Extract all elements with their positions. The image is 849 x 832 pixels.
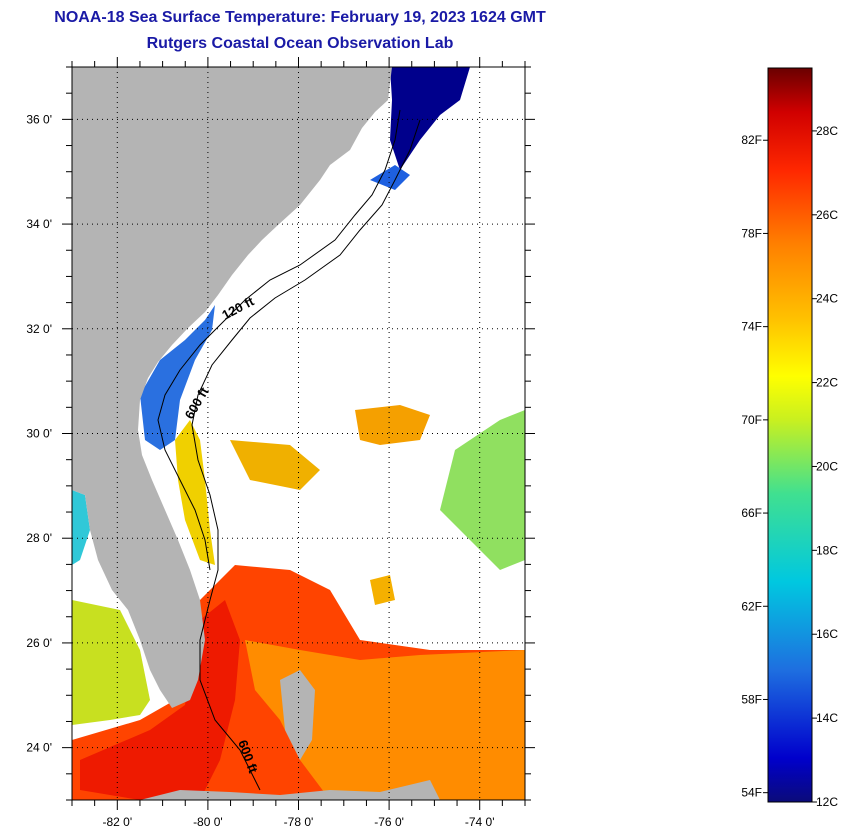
lon-tick-label: -80 0'	[193, 815, 223, 829]
sst-hatteras-cold	[390, 67, 470, 170]
colorbar-f-label: 62F	[741, 599, 762, 613]
colorbar-c-label: 16C	[816, 627, 838, 641]
graticule	[72, 67, 525, 800]
colorbar-f-label: 58F	[741, 692, 762, 706]
lat-tick-label: 34 0'	[26, 217, 52, 231]
colorbar-c-label: 24C	[816, 292, 838, 306]
sst-orange-bahamas	[245, 640, 525, 800]
lat-tick-label: 24 0'	[26, 741, 52, 755]
colorbar-f-label: 70F	[741, 413, 762, 427]
colorbar-labels: 12C 14C 16C 18C 20C 22C 24C 26C 28C 54F 58F 62F 66F 7…	[741, 124, 838, 809]
lat-tick-label: 30 0'	[26, 427, 52, 441]
lon-tick-label: -74 0'	[465, 815, 495, 829]
colorbar-f-label: 74F	[741, 320, 762, 334]
land-us-southeast	[72, 67, 392, 708]
colorbar-c-label: 18C	[816, 543, 838, 557]
sst-gulf	[72, 600, 150, 725]
lat-tick-label: 26 0'	[26, 636, 52, 650]
colorbar-c-label: 26C	[816, 208, 838, 222]
colorbar-f-label: 66F	[741, 506, 762, 520]
colorbar-gradient	[767, 67, 813, 803]
colorbar: 12C 14C 16C 18C 20C 22C 24C 26C 28C 54F 58F 62F 66F 7…	[741, 67, 838, 809]
isobath-120ft	[157, 109, 401, 571]
sst-offshore-orange	[355, 405, 430, 445]
map-subtitle: Rutgers Coastal Ocean Observation Lab	[146, 35, 454, 52]
colorbar-f-label: 54F	[741, 786, 762, 800]
colorbar-c-label: 22C	[816, 376, 838, 390]
sst-coastal-blue	[140, 305, 215, 450]
sst-offshore-green	[440, 410, 525, 570]
land-cuba	[140, 780, 440, 800]
map-title: NOAA-18 Sea Surface Temperature: Februar…	[54, 9, 546, 26]
sst-offshore-orange2	[230, 440, 320, 490]
land-layer	[72, 67, 440, 800]
lat-tick-label: 28 0'	[26, 531, 52, 545]
isobath-600ft	[191, 119, 421, 791]
axis-ticks: -82 0' -80 0' -78 0' -76 0' -74 0' 24 0' 26 0'…	[26, 57, 535, 829]
colorbar-f-label: 78F	[741, 226, 762, 240]
lon-tick-label: -76 0'	[374, 815, 404, 829]
lon-tick-label: -82 0'	[102, 815, 132, 829]
sst-gulf-cyan	[72, 490, 90, 565]
sst-coastal-yellow	[175, 420, 215, 565]
colorbar-c-label: 20C	[816, 459, 838, 473]
land-andros	[280, 670, 315, 760]
lat-tick-label: 36 0'	[26, 112, 52, 126]
isobath-lines	[157, 109, 421, 791]
colorbar-f-label: 82F	[741, 133, 762, 147]
sst-hatteras-blue	[370, 165, 410, 190]
colorbar-c-label: 14C	[816, 711, 838, 725]
colorbar-c-label: 12C	[816, 795, 838, 809]
colorbar-c-label: 28C	[816, 124, 838, 138]
lon-tick-label: -78 0'	[284, 815, 314, 829]
lat-tick-label: 32 0'	[26, 322, 52, 336]
